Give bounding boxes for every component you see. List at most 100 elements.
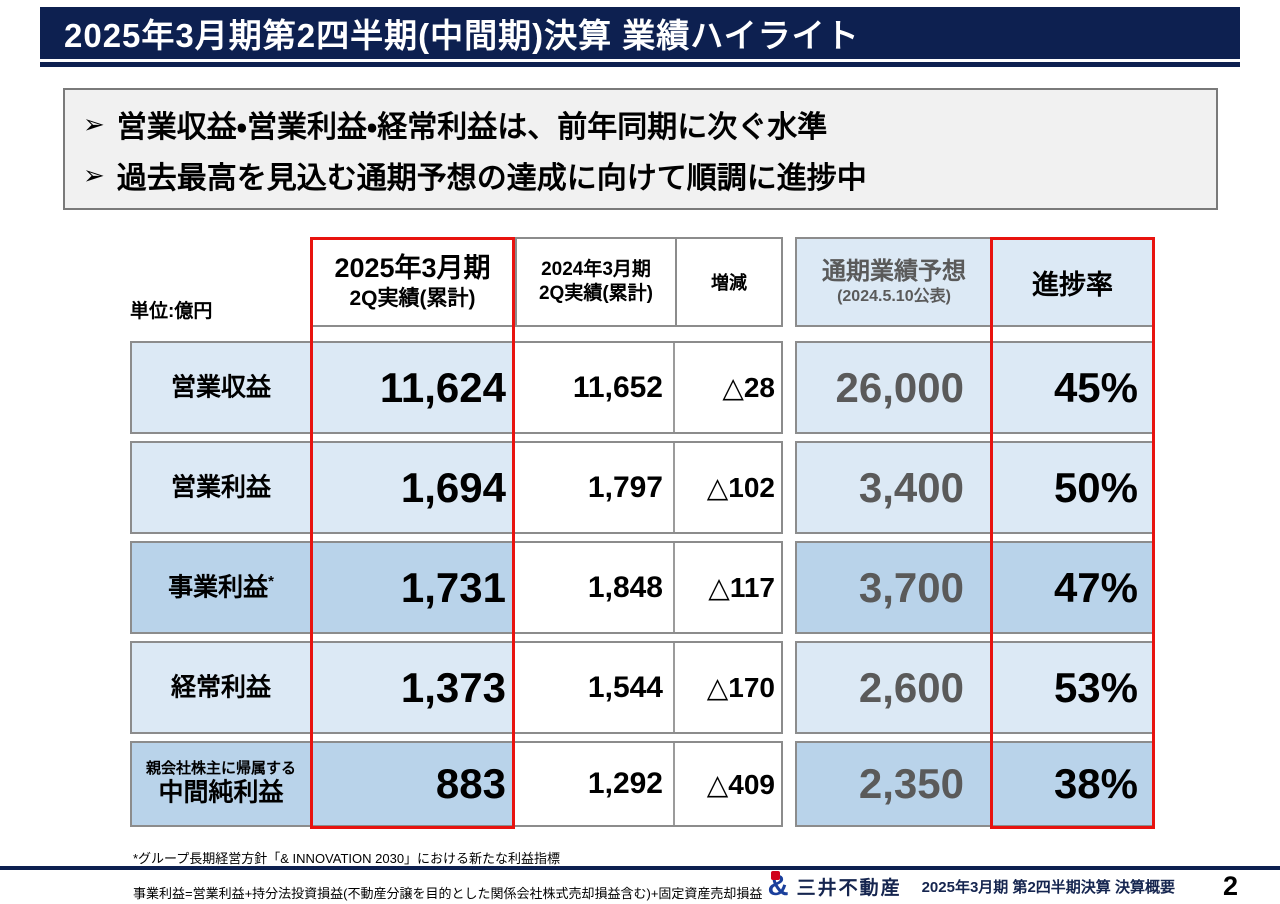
highlight-text-1: 営業収益・営業利益・経常利益は、前年同期に次ぐ水準: [116, 110, 828, 144]
current-value-cell: 1,731: [310, 543, 515, 632]
title-bar: 2025年3月期第2四半期(中間期)決算 業績ハイライト: [40, 7, 1240, 59]
page-title: 2025年3月期第2四半期(中間期)決算 業績ハイライト: [64, 17, 860, 54]
row-label: 中間純利益: [158, 778, 284, 807]
mitsui-fudosan-ampersand-logo-icon: &: [768, 870, 789, 901]
column-header-previous-group: 2024年3月期 2Q実績(累計) 増減: [515, 237, 783, 327]
row-left-group: 営業収益 11,624 11,652 △28: [130, 341, 783, 434]
table-header-row: 単位:億円 2025年3月期 2Q実績(累計) 2024年3月期 2Q実績(累計…: [130, 237, 1155, 327]
row-left-group: 営業利益 1,694 1,797 △102: [130, 441, 783, 534]
change-value: △102: [706, 472, 775, 503]
table-group-gap: [783, 237, 795, 327]
current-value-cell: 11,624: [310, 343, 515, 432]
column-header-change: 増減: [711, 273, 747, 293]
previous-value-cell: 1,797: [515, 443, 675, 532]
forecast-value: 2,350: [858, 760, 964, 807]
row-right-group: 26,000 45%: [795, 341, 1155, 434]
table-body: 営業収益 11,624 11,652 △28 26,000 45% 営業利益 1…: [130, 341, 1155, 827]
row-label-note: 親会社株主に帰属する: [145, 759, 296, 777]
current-value-cell: 1,373: [310, 643, 515, 732]
current-value: 883: [435, 760, 506, 807]
column-header-forecast: 通期業績予想 (2024.5.10公表): [797, 239, 992, 325]
previous-value: 1,292: [587, 767, 663, 800]
progress-value-cell: 45%: [992, 343, 1153, 432]
table-row: 経常利益 1,373 1,544 △170 2,600 53%: [130, 641, 1155, 734]
table-row: 営業収益 11,624 11,652 △28 26,000 45%: [130, 341, 1155, 434]
previous-value: 1,797: [587, 470, 663, 504]
row-label: 経常利益: [170, 672, 271, 701]
footnotes: *グループ長期経営方針「& INNOVATION 2030」における新たな利益指…: [133, 832, 762, 904]
forecast-header-line1: 通期業績予想: [822, 258, 966, 285]
progress-value: 45%: [1053, 363, 1138, 411]
previous-value-cell: 1,292: [515, 743, 675, 825]
progress-value: 50%: [1053, 463, 1138, 511]
change-value-cell: △102: [675, 443, 781, 532]
previous-value-cell: 1,848: [515, 543, 675, 632]
logo-red-dot: [770, 870, 780, 880]
change-value-cell: △409: [675, 743, 781, 825]
progress-value: 53%: [1053, 663, 1138, 711]
footnote-line-2: 事業利益=営業利益+持分法投資損益(不動産分譲を目的とした関係会社株式売却損益含…: [133, 885, 763, 901]
change-value-cell: △170: [675, 643, 781, 732]
highlights-box: ➢ 営業収益・営業利益・経常利益は、前年同期に次ぐ水準 ➢ 過去最高を見込む通期…: [63, 88, 1218, 210]
row-left-group: 事業利益* 1,731 1,848 △117: [130, 541, 783, 634]
current-value: 11,624: [379, 363, 506, 411]
row-right-group: 3,400 50%: [795, 441, 1155, 534]
page-number: 2: [1222, 870, 1238, 901]
change-value-cell: △117: [675, 543, 781, 632]
change-value: △117: [708, 572, 775, 603]
current-value: 1,694: [400, 463, 506, 511]
row-label: 事業利益*: [168, 572, 274, 601]
highlight-bullet-1: ➢ 営業収益・営業利益・経常利益は、前年同期に次ぐ水準: [83, 102, 1198, 146]
title-divider-line: [40, 62, 1240, 67]
row-left-group: 親会社株主に帰属する 中間純利益 883 1,292 △409: [130, 741, 783, 827]
bullet-arrow-icon: ➢: [83, 159, 105, 190]
progress-value-cell: 50%: [992, 443, 1153, 532]
forecast-value: 3,700: [858, 563, 964, 611]
current-value: 1,731: [400, 563, 506, 611]
progress-value: 47%: [1053, 563, 1138, 611]
company-name: 三井不動産: [796, 877, 902, 899]
change-value: △28: [722, 372, 775, 403]
row-label-cell: 親会社株主に帰属する 中間純利益: [132, 743, 310, 825]
column-header-previous: 2024年3月期 2Q実績(累計): [517, 239, 677, 325]
footer: & 三井不動産 2025年3月期 第2四半期決算 決算概要 2: [768, 870, 1238, 901]
row-label-cell: 事業利益*: [132, 543, 310, 632]
current-value-cell: 1,694: [310, 443, 515, 532]
previous-header-line1: 2024年3月期: [541, 259, 651, 281]
previous-value-cell: 1,544: [515, 643, 675, 732]
forecast-value-cell: 3,700: [797, 543, 992, 632]
progress-value: 38%: [1053, 760, 1138, 807]
table-row: 営業利益 1,694 1,797 △102 3,400 50%: [130, 441, 1155, 534]
row-right-group: 3,700 47%: [795, 541, 1155, 634]
previous-value-cell: 11,652: [515, 343, 675, 432]
progress-value-cell: 47%: [992, 543, 1153, 632]
current-header-line2: 2Q実績(累計): [349, 286, 476, 310]
row-label: 営業収益: [170, 372, 271, 401]
column-header-progress: 進捗率: [1032, 269, 1113, 300]
row-label-cell: 営業利益: [132, 443, 310, 532]
row-right-group: 2,350 38%: [795, 741, 1155, 827]
forecast-value: 2,600: [858, 663, 964, 711]
previous-value: 1,848: [587, 570, 663, 604]
footnote-line-1: *グループ長期経営方針「& INNOVATION 2030」における新たな利益指…: [133, 850, 561, 866]
forecast-value-cell: 26,000: [797, 343, 992, 432]
table-row: 事業利益* 1,731 1,848 △117 3,700 47%: [130, 541, 1155, 634]
row-right-group: 2,600 53%: [795, 641, 1155, 734]
progress-value-cell: 38%: [992, 743, 1153, 825]
change-value: △170: [706, 672, 775, 703]
column-header-current: 2025年3月期 2Q実績(累計): [310, 237, 515, 327]
previous-value: 11,652: [572, 370, 663, 404]
forecast-value-cell: 3,400: [797, 443, 992, 532]
results-table: 単位:億円 2025年3月期 2Q実績(累計) 2024年3月期 2Q実績(累計…: [130, 237, 1155, 829]
highlight-bullet-2: ➢ 過去最高を見込む通期予想の達成に向けて順調に進捗中: [83, 153, 1198, 197]
forecast-value-cell: 2,350: [797, 743, 992, 825]
forecast-value-cell: 2,600: [797, 643, 992, 732]
row-label-cell: 営業収益: [132, 343, 310, 432]
current-value: 1,373: [400, 663, 506, 711]
change-value: △409: [706, 768, 775, 800]
forecast-header-line2: (2024.5.10公表): [837, 288, 951, 305]
table-row: 親会社株主に帰属する 中間純利益 883 1,292 △409 2,350 38…: [130, 741, 1155, 827]
forecast-value: 26,000: [835, 363, 964, 411]
previous-header-line2: 2Q実績(累計): [538, 283, 653, 304]
